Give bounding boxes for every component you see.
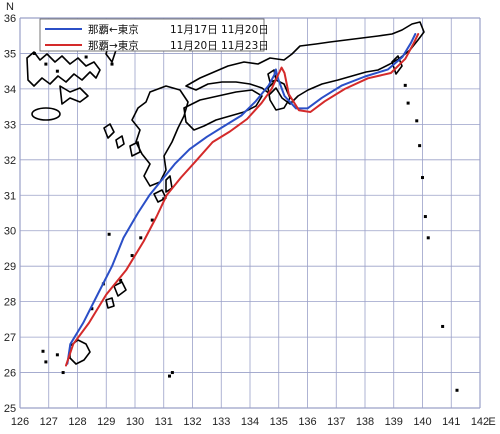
island-dot [426, 236, 430, 240]
island-dot [110, 62, 114, 66]
x-tick-label: 129 [97, 416, 115, 428]
x-tick-label: 128 [68, 416, 86, 428]
island-dot [441, 324, 445, 328]
island-dot [406, 101, 410, 105]
y-tick-label: 30 [4, 226, 16, 238]
island-dot [44, 62, 48, 66]
x-tick-label: 134 [241, 416, 259, 428]
kyushu-island [131, 85, 189, 187]
y-tick-label: 27 [4, 332, 16, 344]
x-tick-label: 136 [298, 416, 316, 428]
x-tick-label: 133 [212, 416, 230, 428]
korea-coast [26, 51, 101, 87]
legend-dates-red: 11月20日 11月23日 [170, 40, 269, 52]
island-dot [162, 197, 166, 201]
x-tick-label: 131 [155, 416, 173, 428]
x-tick-label: 141 [442, 416, 460, 428]
x-tick-label: 138 [356, 416, 374, 428]
korea-coast-2 [59, 85, 89, 105]
x-axis-unit: E [488, 416, 495, 428]
island-dot [415, 119, 419, 123]
island-dot [130, 254, 134, 258]
island-dot [55, 69, 59, 73]
y-tick-label: 36 [4, 13, 16, 25]
x-tick-label: 137 [327, 416, 345, 428]
legend-label-red: 那覇→東京 [88, 39, 139, 52]
x-tick-label: 132 [183, 416, 201, 428]
island-dot [41, 349, 45, 353]
island-dot [119, 278, 123, 282]
island-dot [423, 215, 427, 219]
tokunoshima-island [105, 297, 115, 309]
x-tick-label: 130 [126, 416, 144, 428]
island-dot [150, 218, 154, 222]
island-dot [32, 51, 36, 55]
island-dot [44, 360, 48, 364]
y-tick-label: 29 [4, 261, 16, 273]
y-tick-label: 28 [4, 297, 16, 309]
x-tick-label: 135 [270, 416, 288, 428]
y-tick-label: 35 [4, 48, 16, 60]
y-tick-label: 32 [4, 155, 16, 167]
island-dot [107, 232, 111, 236]
okinawa-island [69, 339, 91, 365]
x-tick-label: 142 [471, 416, 489, 428]
island-dot [168, 374, 171, 378]
y-tick-label: 31 [4, 190, 16, 202]
island-dot [139, 236, 143, 240]
jeju-island [31, 107, 61, 121]
route-line-red [65, 33, 420, 367]
y-axis-unit: N [6, 1, 14, 13]
x-tick-label: 127 [40, 416, 58, 428]
coordinate-grid [19, 17, 481, 409]
x-tick-label: 140 [413, 416, 431, 428]
island-dot [61, 371, 65, 375]
island-dot [418, 144, 422, 148]
island-dot [90, 307, 94, 311]
island-dot [170, 371, 174, 375]
legend: 那覇←東京 11月17日 11月20日 那覇→東京 11月20日 11月23日 [39, 18, 269, 52]
route-line-blue [66, 33, 417, 365]
axis-ticks: 126 127 128 129 130 131 132 133 134 135 136 137 138 1… [4, 1, 496, 428]
route-layer [65, 33, 420, 367]
y-tick-label: 25 [4, 403, 16, 415]
island-dot [84, 55, 88, 59]
y-tick-label: 34 [4, 84, 16, 96]
amami-island [113, 281, 127, 297]
amakusa-islands [129, 141, 141, 157]
shikoku-island [183, 89, 263, 131]
goto-islands [103, 123, 125, 149]
island-dot [455, 388, 459, 392]
island-dot [55, 353, 59, 357]
x-tick-label: 139 [385, 416, 403, 428]
x-tick-label: 126 [11, 416, 29, 428]
y-tick-label: 33 [4, 119, 16, 131]
y-tick-label: 26 [4, 368, 16, 380]
legend-label-blue: 那覇←東京 [88, 23, 139, 36]
island-dot [403, 83, 407, 87]
legend-dates-blue: 11月17日 11月20日 [170, 24, 269, 36]
island-dot [421, 176, 424, 180]
kii-peninsula [267, 79, 291, 111]
